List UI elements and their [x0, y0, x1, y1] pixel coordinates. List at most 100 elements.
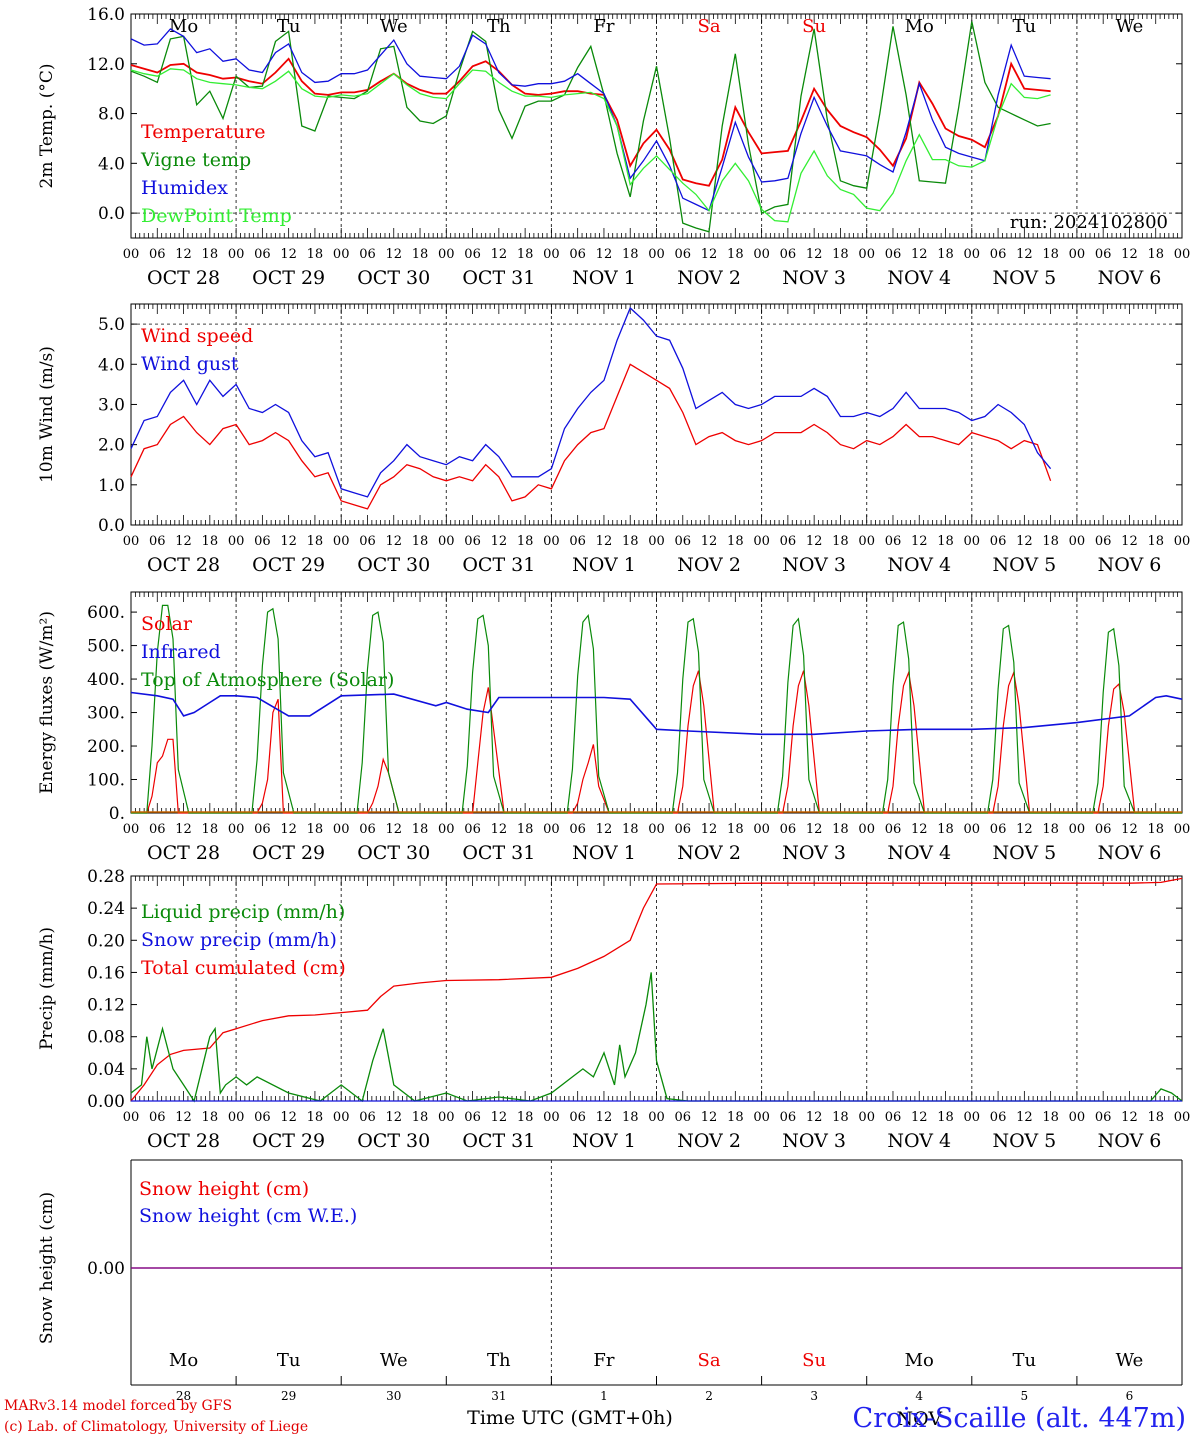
- date-label: NOV 4: [887, 842, 951, 864]
- y-axis-label: Precip (mm/h): [37, 927, 57, 1050]
- hour-tick-label: 00: [123, 534, 140, 549]
- hour-tick-label: 00: [1069, 247, 1086, 262]
- hour-tick-label: 18: [1042, 822, 1059, 837]
- hour-tick-label: 12: [280, 534, 297, 549]
- hour-tick-label: 06: [1095, 247, 1112, 262]
- series-wind-gust-line: [130, 306, 1052, 498]
- y-tick-label: 0.00: [87, 1259, 125, 1279]
- hour-tick-label: 06: [1095, 1110, 1112, 1125]
- hour-tick-label: 12: [701, 1110, 718, 1125]
- hour-tick-label: 06: [149, 534, 166, 549]
- date-label: OCT 30: [357, 554, 430, 576]
- hour-tick-label: 00: [858, 534, 875, 549]
- day-number-label: 5: [1021, 1389, 1029, 1403]
- legend-entry: Wind speed: [141, 325, 253, 347]
- x-axis-label: Time UTC (GMT+0h): [467, 1407, 673, 1429]
- hour-tick-label: 12: [1016, 1110, 1033, 1125]
- date-label: OCT 30: [357, 1130, 430, 1152]
- hour-tick-label: 18: [622, 1110, 639, 1125]
- hour-tick-label: 06: [359, 247, 376, 262]
- date-label: OCT 29: [252, 1130, 325, 1152]
- hour-tick-label: 18: [1042, 534, 1059, 549]
- hour-tick-label: 18: [1042, 247, 1059, 262]
- hour-tick-label: 18: [832, 1110, 849, 1125]
- series-top-of-atmosphere-solar--line: [1076, 627, 1182, 814]
- hour-tick-label: 06: [149, 822, 166, 837]
- y-tick-label: 0.04: [87, 1060, 125, 1080]
- y-tick-label: 0.0: [98, 516, 125, 536]
- hour-tick-label: 12: [280, 822, 297, 837]
- y-tick-label: 500.: [87, 637, 125, 657]
- date-label: OCT 29: [252, 554, 325, 576]
- hour-tick-label: 00: [228, 247, 245, 262]
- hour-tick-label: 00: [753, 1110, 770, 1125]
- series-wind-speed-line: [130, 363, 1052, 510]
- hour-tick-label: 18: [832, 534, 849, 549]
- hour-tick-label: 06: [780, 1110, 797, 1125]
- date-label: NOV 4: [887, 1130, 951, 1152]
- hour-tick-label: 18: [412, 247, 429, 262]
- hour-tick-label: 12: [701, 822, 718, 837]
- hour-tick-label: 18: [937, 822, 954, 837]
- hour-tick-label: 12: [1016, 247, 1033, 262]
- hour-tick-label: 12: [175, 247, 192, 262]
- date-label: NOV 1: [572, 842, 636, 864]
- date-label: NOV 2: [677, 1130, 741, 1152]
- hour-tick-label: 00: [964, 822, 981, 837]
- series-top-of-atmosphere-solar--line: [761, 617, 867, 814]
- legend-entry: Temperature: [141, 121, 265, 143]
- hour-tick-label: 00: [964, 1110, 981, 1125]
- weekday-label: Mo: [169, 16, 198, 37]
- weekday-label: Sa: [698, 1350, 721, 1371]
- y-tick-label: 0.24: [87, 899, 125, 919]
- station-label: Croix-Scaille (alt. 447m): [852, 1403, 1186, 1434]
- weekday-label: Mo: [169, 1350, 198, 1371]
- y-tick-label: 200.: [87, 737, 125, 757]
- hour-tick-label: 18: [202, 1110, 219, 1125]
- y-tick-label: 0.0: [98, 204, 125, 224]
- series-liquid-precip-mm-h-line: [130, 972, 1183, 1103]
- hour-tick-label: 18: [1147, 1110, 1164, 1125]
- date-label: NOV 5: [992, 1130, 1056, 1152]
- weekday-label: We: [380, 1350, 408, 1371]
- hour-tick-label: 12: [1121, 1110, 1138, 1125]
- hour-tick-label: 00: [228, 1110, 245, 1125]
- series-infrared-line: [130, 691, 1183, 736]
- hour-tick-label: 00: [753, 247, 770, 262]
- date-label: NOV 5: [992, 554, 1056, 576]
- hour-tick-label: 06: [149, 1110, 166, 1125]
- hour-tick-label: 06: [254, 534, 271, 549]
- hour-tick-label: 06: [569, 247, 586, 262]
- hour-tick-label: 12: [701, 247, 718, 262]
- y-tick-label: 400.: [87, 670, 125, 690]
- hour-tick-label: 06: [990, 1110, 1007, 1125]
- hour-tick-label: 00: [1174, 534, 1191, 549]
- hour-tick-label: 00: [858, 822, 875, 837]
- date-label: NOV 1: [572, 554, 636, 576]
- hour-tick-label: 00: [333, 822, 350, 837]
- hour-tick-label: 18: [937, 1110, 954, 1125]
- hour-tick-label: 12: [175, 822, 192, 837]
- hour-tick-label: 06: [569, 1110, 586, 1125]
- day-number-label: 6: [1126, 1389, 1134, 1403]
- hour-tick-label: 12: [385, 534, 402, 549]
- hour-tick-label: 00: [123, 822, 140, 837]
- day-number-label: 31: [491, 1389, 506, 1403]
- hour-tick-label: 18: [412, 534, 429, 549]
- hour-tick-label: 00: [333, 247, 350, 262]
- date-label: NOV 4: [887, 554, 951, 576]
- date-label: OCT 31: [462, 267, 535, 289]
- hour-tick-label: 12: [491, 1110, 508, 1125]
- y-tick-label: 0.20: [87, 931, 125, 951]
- hour-tick-label: 00: [438, 1110, 455, 1125]
- y-tick-label: 16.0: [87, 5, 125, 25]
- hour-tick-label: 18: [727, 534, 744, 549]
- hour-tick-label: 00: [543, 1110, 560, 1125]
- hour-tick-label: 12: [596, 822, 613, 837]
- hour-tick-label: 18: [412, 1110, 429, 1125]
- y-tick-label: 3.0: [98, 395, 125, 415]
- y-tick-label: 0.12: [87, 996, 125, 1016]
- hour-tick-label: 00: [648, 534, 665, 549]
- hour-tick-label: 12: [491, 822, 508, 837]
- legend-entry: DewPoint Temp: [141, 205, 292, 227]
